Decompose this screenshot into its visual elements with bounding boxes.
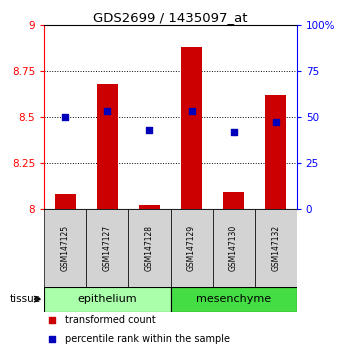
Bar [265, 95, 286, 209]
Point [231, 129, 236, 135]
Point [147, 127, 152, 132]
Point [49, 336, 55, 342]
Point [105, 108, 110, 114]
Point [189, 108, 194, 114]
Bar [170, 287, 297, 312]
Text: epithelium: epithelium [78, 294, 137, 304]
Text: GSM147130: GSM147130 [229, 225, 238, 271]
Point [273, 120, 278, 125]
Bar [55, 194, 76, 209]
Bar [255, 209, 297, 287]
Bar [170, 209, 212, 287]
Text: mesenchyme: mesenchyme [196, 294, 271, 304]
Bar [97, 84, 118, 209]
Bar [223, 192, 244, 209]
Bar [44, 209, 86, 287]
Text: percentile rank within the sample: percentile rank within the sample [64, 334, 229, 344]
Point [49, 317, 55, 323]
Title: GDS2699 / 1435097_at: GDS2699 / 1435097_at [93, 11, 248, 24]
Bar [139, 205, 160, 209]
Text: transformed count: transformed count [64, 315, 155, 325]
Text: GSM147127: GSM147127 [103, 225, 112, 271]
Text: GSM147129: GSM147129 [187, 225, 196, 271]
Text: GSM147132: GSM147132 [271, 225, 280, 271]
Text: GSM147125: GSM147125 [61, 225, 70, 271]
Bar [129, 209, 170, 287]
Bar [212, 209, 255, 287]
Bar [44, 287, 170, 312]
Text: tissue: tissue [10, 294, 41, 304]
Bar [86, 209, 129, 287]
Point [63, 114, 68, 120]
Bar [181, 47, 202, 209]
Text: GSM147128: GSM147128 [145, 225, 154, 271]
